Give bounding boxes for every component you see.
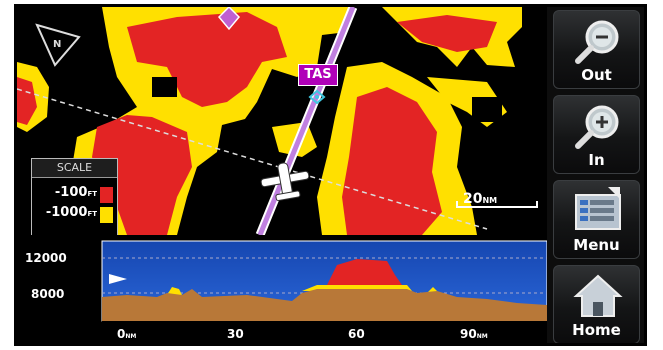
profile-ownship-marker — [109, 274, 127, 284]
terrain-warning-areas — [17, 12, 497, 235]
scale-level-1-label: -100 — [54, 185, 88, 200]
softkey-sidebar: Out In Menu — [547, 7, 644, 343]
traffic-target-icon[interactable] — [308, 89, 326, 105]
profile-x-tick-60-label: 60 — [348, 327, 365, 341]
home-button[interactable]: Home — [553, 265, 640, 343]
profile-x-tick-0-label: 0 — [117, 327, 126, 341]
zoom-in-icon — [575, 105, 619, 149]
profile-y-tick-12000: 12000 — [25, 251, 67, 265]
scale-level-2: -1000FT — [46, 205, 97, 220]
reference-dashed-line — [17, 88, 488, 230]
terrain-map[interactable]: N TAS 20NM — [17, 7, 547, 235]
zoom-in-label: In — [588, 151, 605, 169]
scale-swatch-yellow — [100, 207, 113, 223]
profile-x-tick-90-unit: NM — [476, 333, 488, 340]
profile-x-tick-90-label: 90 — [460, 327, 477, 341]
terrain-scale-legend: SCALE -100FT -1000FT — [31, 158, 118, 236]
scale-level-1-unit: FT — [87, 190, 97, 198]
mfd-screen: N TAS 20NM SCALE -100FT -1000FT — [14, 4, 647, 346]
waypoint-diamond-icon[interactable] — [217, 7, 241, 31]
scale-level-1: -100FT — [55, 185, 97, 200]
profile-x-tick-0-unit: NM — [125, 333, 137, 340]
menu-button[interactable]: Menu — [553, 180, 640, 259]
zoom-out-button[interactable]: Out — [553, 10, 640, 89]
svg-text:N: N — [53, 39, 61, 50]
profile-x-tick-30-label: 30 — [227, 327, 244, 341]
north-arrow-icon: N — [35, 23, 81, 67]
menu-icon — [575, 187, 621, 230]
traffic-label-tas: TAS — [298, 64, 338, 86]
terrain-gaps — [77, 55, 522, 167]
profile-terrain-warning — [327, 259, 402, 285]
scale-swatch-red — [100, 187, 113, 203]
profile-x-tick-30: 30 — [227, 327, 244, 341]
profile-x-tick-90: 90NM — [460, 327, 488, 341]
zoom-in-button[interactable]: In — [553, 95, 640, 174]
scale-title: SCALE — [32, 159, 117, 178]
terrain-profile-view: 12000 8000 0NM 30 60 90NM — [17, 235, 547, 343]
map-range-unit: NM — [482, 196, 498, 205]
scale-level-2-label: -1000 — [45, 205, 88, 220]
map-range-indicator[interactable]: 20NM — [463, 191, 497, 207]
zoom-out-label: Out — [581, 66, 612, 84]
ownship-aircraft-icon — [260, 162, 310, 201]
menu-label: Menu — [573, 236, 620, 254]
home-icon — [573, 274, 623, 317]
profile-ground — [102, 289, 547, 321]
profile-x-tick-0: 0NM — [117, 327, 136, 341]
scale-level-2-unit: FT — [87, 210, 97, 218]
map-range-value: 20 — [463, 191, 483, 207]
range-ruler — [456, 201, 538, 208]
home-label: Home — [572, 321, 621, 339]
profile-y-tick-8000: 8000 — [31, 287, 65, 301]
zoom-out-icon — [575, 20, 619, 64]
profile-x-tick-60: 60 — [348, 327, 365, 341]
